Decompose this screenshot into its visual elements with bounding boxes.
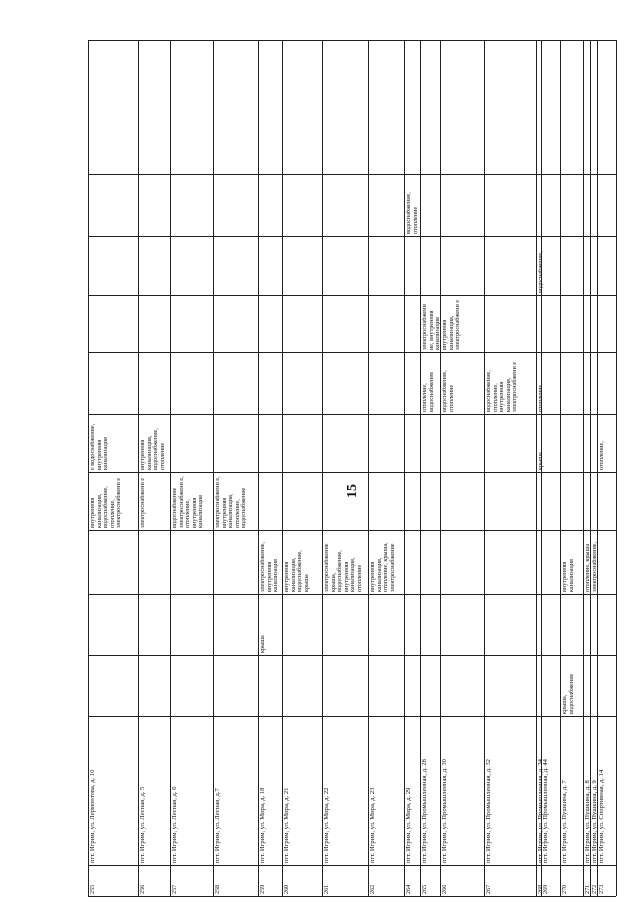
row-cell-col2: водоснабжение электроснабжени е, отоплен… [172,476,205,528]
row-address: пгт. Игрим, ул. Промышленная, д. 30 [442,759,448,863]
row-divider [420,40,421,896]
column-divider [88,530,616,531]
row-cell-col4: водоснабжение, отопление [442,370,455,412]
row-address: пгт. Игрим, ул. Промышленная, д. 32 [486,759,492,863]
row-address: пгт. Игрим, ул. Лермонтова, д. 10 [90,769,96,863]
row-cell-col1: внутренняя канализация [562,559,575,592]
row-number: 270 [562,884,568,894]
row-cell-col3: отопление, [599,441,605,470]
row-cell-col5: электроснабжени ие, внутренняя канализац… [422,304,440,350]
row-cell-col1: отопление, крыша [585,543,591,592]
row-cell-col4: водоснабжение, отопление, внутренняя кан… [486,361,519,412]
row-number: 261 [324,884,330,894]
row-cell-col1: электроснабжение крыша, водоснабжение, в… [324,543,363,592]
column-divider [88,174,616,175]
row-address: пгт. Игрим, ул. Пушкина, д. 9 [592,780,598,863]
row-cell-col3: внутренняя канализация, водоснабжение, о… [140,428,166,470]
column-divider [88,472,616,473]
row-cell-col5: внутренняя канализация, электроснабжени … [442,299,462,350]
row-address: пгт. Игрим, ул. Пушкина, д. 7 [562,780,568,863]
row-cell-col1: внутренняя канализация, отопление, крыша… [370,542,396,592]
row-cell-col3: е водоснабжение, внутренняя канализация [90,423,110,470]
row-address: пгт. Игрим, ул. Мира, д. 21 [284,787,290,863]
row-number: 269 [543,884,549,894]
row-number: 255 [90,884,96,894]
row-cell-col0: крыша, водоснабжение [562,673,575,714]
row-number: 257 [172,884,178,894]
column-divider [88,236,616,237]
row-cell-col1: электроснабжение, крыша [592,541,600,592]
row-cell-col4: отопление, водоснабжение [422,371,435,412]
column-divider [88,40,616,41]
row-address: пгт. Игрим, ул. Мира, д. 29 [406,787,412,863]
row-divider [560,40,561,896]
row-cell-col2: электроснабжени е, внутренняя канализаци… [215,476,248,528]
row-cell-col3: крыша [538,452,544,470]
column-divider [88,865,616,866]
row-cell-col4: отопление [538,384,544,412]
row-number: 267 [486,884,492,894]
table-border [88,896,616,897]
column-divider [88,414,616,415]
row-address: пгт. Игрим, ул. Пушкина, д. 8 [585,780,591,863]
row-address: пгт. Игрим, ул. Промышленная, д. 44 [543,759,549,863]
table-border [88,40,89,896]
row-address: пгт. Игрим, ул. Мира, д. 23 [370,787,376,863]
row-number: 264 [406,884,412,894]
row-address: пгт. Игрим, ул. Спортивная, д. 14 [599,769,605,863]
row-divider [138,40,139,896]
row-divider [282,40,283,896]
row-number: 258 [215,884,221,894]
page-number: 15 [345,484,360,498]
row-address: пгт. Игрим, ул. Лесная, д. 6 [172,787,178,863]
row-cell-col6: водоснабжение, отопление [406,192,419,234]
row-cell-roof: крыша [260,635,266,653]
column-divider [88,295,616,296]
row-address: пгт. Игрим, ул. Мира, д. 22 [324,787,330,863]
row-divider [440,40,441,896]
row-divider [583,40,584,896]
row-divider [322,40,323,896]
row-address: пгт. Игрим, ул. Мира, д. 18 [260,787,266,863]
row-address: пгт. Игрим, ул. Промышленная, д. 28 [422,759,428,863]
column-divider [88,352,616,353]
row-number: 262 [370,884,376,894]
row-divider [170,40,171,896]
row-divider [536,40,537,896]
row-number: 260 [284,884,290,894]
column-divider [88,655,616,656]
row-address: пгт. Игрим, ул. Лесная, д. 5 [140,787,146,863]
row-divider [541,40,542,896]
row-divider [590,40,591,896]
row-divider [484,40,485,896]
column-divider [88,716,616,717]
row-number: 256 [140,884,146,894]
column-divider [88,594,616,595]
row-number: 265 [422,884,428,894]
row-divider [258,40,259,896]
row-cell-col1: внутренняя канализация, водоснабжение, к… [284,550,310,592]
row-number: 272 [592,884,598,894]
row-number: 259 [260,884,266,894]
row-number: 271 [585,884,591,894]
row-cell-col2: электроснабжени е [140,478,146,528]
row-divider [368,40,369,896]
row-cell-col1: электроснабжение, внутренняя канализация [260,541,280,592]
row-divider [213,40,214,896]
row-divider [616,40,617,896]
row-number: 266 [442,884,448,894]
row-number: 273 [599,884,605,894]
row-cell-col5b: водоснабжение, отопление [538,251,546,293]
row-address: пгт. Игрим, ул. Лесная, д.7 [215,788,221,863]
row-divider [404,40,405,896]
row-cell-col2: внутренняя канализация, водоснабжение, о… [90,477,123,528]
row-divider [597,40,598,896]
